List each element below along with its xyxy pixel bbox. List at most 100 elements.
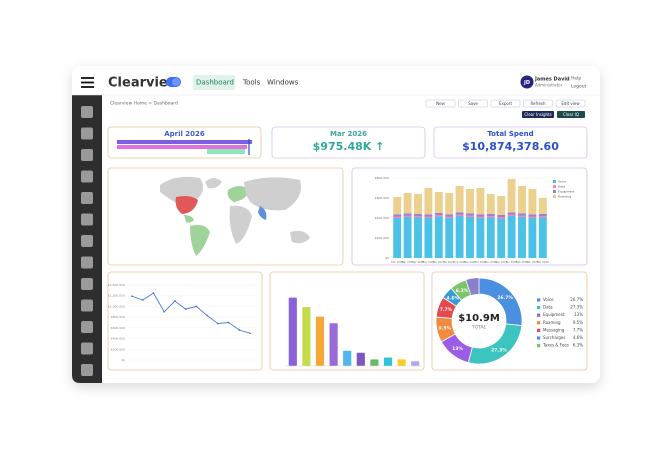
bar-segment — [507, 214, 516, 216]
legend-swatch — [553, 180, 556, 183]
line-point — [206, 314, 208, 317]
y-tick-label: $800,000 — [375, 176, 389, 180]
x-tick-label: Apr 2026 — [537, 260, 549, 264]
x-tick-label: Sep 2025 — [464, 260, 477, 264]
bar-segment — [455, 212, 464, 215]
header-link[interactable]: Help — [571, 76, 581, 82]
bar-segment — [445, 214, 454, 217]
x-tick-label: Jan 2026 — [505, 260, 518, 264]
legend-value: 4.6% — [573, 335, 583, 340]
nav-item[interactable]: Dashboard — [196, 79, 234, 87]
progress-bar — [117, 140, 252, 144]
sidebar-icon[interactable] — [81, 149, 93, 161]
slice-label: 6.3% — [456, 288, 469, 294]
card — [107, 167, 344, 266]
sidebar-icon[interactable] — [81, 213, 93, 226]
line-point — [141, 299, 144, 301]
line-point — [174, 300, 176, 302]
sidebar-icon[interactable] — [81, 321, 93, 333]
bar — [383, 357, 393, 366]
kpi-value: $10,874,378.60 — [462, 140, 559, 153]
legend-label: Data — [543, 305, 553, 310]
toolbar-button[interactable] — [490, 99, 521, 108]
line-point — [195, 305, 198, 308]
slice-label: 27.3% — [491, 347, 507, 353]
sidebar-icon[interactable] — [81, 170, 93, 183]
toolbar-button[interactable] — [555, 99, 586, 108]
bar-segment — [445, 193, 454, 215]
legend-value: 26.7% — [570, 297, 583, 302]
bar-segment — [393, 218, 402, 258]
bar — [315, 316, 325, 366]
bar-segment — [403, 217, 412, 258]
action-label: Clear IQ — [563, 112, 579, 117]
bar-segment — [507, 179, 516, 213]
x-tick-label: Dec 2025 — [495, 260, 508, 264]
nav-item[interactable]: Windows — [267, 79, 299, 87]
bar — [397, 359, 406, 366]
toolbar-button[interactable] — [458, 99, 488, 108]
y-tick-label: $0 — [385, 256, 389, 260]
sidebar-icon[interactable] — [81, 106, 93, 118]
hamburger[interactable] — [81, 77, 94, 88]
legend-label: Voice — [558, 180, 566, 184]
action-label: Clear Insights — [524, 112, 551, 117]
x-tick-label: Jun 2025 — [432, 260, 445, 264]
sidebar-icon[interactable] — [81, 278, 93, 290]
slice-label: 26.7% — [497, 295, 513, 301]
bar-segment — [455, 216, 464, 258]
bar-segment — [434, 215, 443, 217]
bar-segment — [434, 213, 443, 215]
header-link[interactable]: Logout — [571, 84, 587, 90]
slice-label: 4.6% — [447, 295, 460, 301]
bar-segment — [476, 188, 485, 215]
sidebar-icon[interactable] — [81, 299, 93, 312]
kpi-title: Mar 2026 — [330, 130, 367, 138]
bar-segment — [403, 213, 412, 216]
bar-segment — [424, 218, 433, 258]
toolbar-button[interactable] — [425, 99, 456, 108]
line-point — [216, 322, 219, 325]
action-button[interactable] — [557, 111, 585, 118]
legend-swatch — [553, 185, 556, 188]
bar-segment — [538, 198, 547, 214]
sidebar-icon[interactable] — [81, 364, 93, 376]
sidebar-icon[interactable] — [81, 127, 93, 140]
bar-segment — [518, 213, 526, 216]
legend-swatch — [537, 321, 541, 325]
toolbar-label: Save — [468, 101, 478, 106]
legend-label: Roaming — [543, 320, 561, 325]
bar-segment — [434, 216, 443, 258]
y-tick-label: $400,000 — [111, 337, 125, 341]
nav-item[interactable]: Tools — [242, 79, 261, 87]
line-point — [163, 310, 166, 313]
sidebar-icon[interactable] — [81, 342, 93, 355]
toolbar-label: New — [436, 101, 445, 106]
sidebar-icon[interactable] — [81, 235, 93, 247]
action-button[interactable] — [522, 111, 554, 118]
legend-label: Data — [558, 185, 565, 189]
bar-segment — [414, 194, 422, 214]
avatar[interactable] — [520, 75, 534, 89]
kpi-title: April 2026 — [164, 130, 205, 138]
sidebar-icon[interactable] — [81, 192, 93, 204]
x-tick-label: Feb 2026 — [516, 260, 528, 264]
bar-segment — [528, 216, 537, 218]
bar-segment — [455, 214, 464, 216]
legend-label: Voice — [543, 297, 554, 302]
legend-label: Surcharges — [543, 335, 565, 340]
legend-value: 9.5% — [573, 320, 583, 325]
legend-swatch — [537, 336, 541, 340]
legend-swatch — [553, 195, 556, 198]
bar-segment — [476, 218, 485, 258]
bar-segment — [466, 217, 474, 258]
toolbar-button[interactable] — [523, 99, 553, 108]
x-tick-label: Mar 2026 — [526, 260, 539, 264]
breadcrumb[interactable]: Clearview Home > Dashboard — [110, 101, 178, 107]
logo: Clearview — [108, 76, 180, 91]
bar-segment — [445, 218, 454, 258]
sidebar-icon[interactable] — [81, 256, 93, 269]
progress-bar — [117, 145, 247, 149]
